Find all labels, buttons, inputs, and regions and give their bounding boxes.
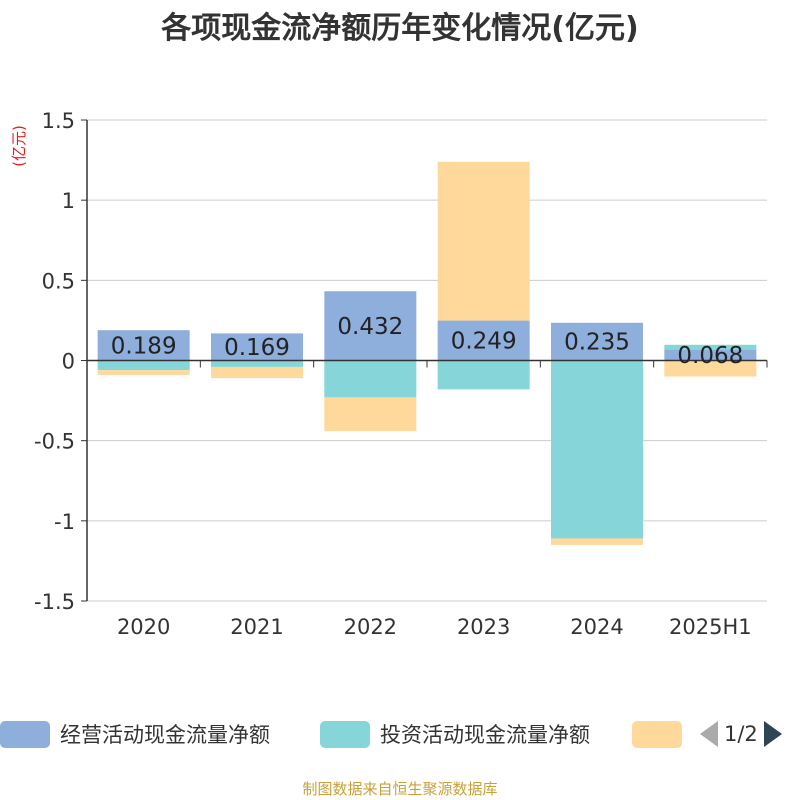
data-labels-layer: 0.189 0.169 0.432 0.249 0.235 0.068 <box>111 314 744 369</box>
legend-page-indicator: 1/2 <box>724 722 758 746</box>
bar-2023-s2 <box>437 161 530 321</box>
legend-label-investing: 投资活动现金流量净额 <box>380 723 590 747</box>
chart-title: 各项现金流净额历年变化情况(亿元) <box>160 11 638 46</box>
bar-2023-s1 <box>437 360 530 390</box>
x-tick-label: 2022 <box>344 615 397 639</box>
data-label: 0.249 <box>451 329 517 355</box>
data-label: 0.169 <box>224 335 290 361</box>
y-tick-label: 1.5 <box>42 109 75 133</box>
data-label: 0.235 <box>564 330 630 356</box>
x-tick-label: 2021 <box>230 615 283 639</box>
legend-swatch-investing <box>320 720 370 748</box>
x-tick-label: 2025H1 <box>669 615 752 639</box>
x-tick-label: 2023 <box>457 615 510 639</box>
bar-2021-s0 <box>211 333 303 361</box>
x-tick-label: 2024 <box>570 615 623 639</box>
legend-swatch-third <box>632 720 682 748</box>
y-tick-label: 0.5 <box>42 269 75 293</box>
legend-pager: 1/2 <box>700 714 782 754</box>
bar-2021-s2 <box>211 366 303 379</box>
bar-2022-s1 <box>324 360 417 398</box>
source-note: 制图数据来自恒生聚源数据库 <box>302 780 498 798</box>
bar-2025H1-s1 <box>664 344 757 350</box>
axes-layer: 1.5 1 0.5 0 -0.5 -1 -1.5 2020 2021 2022 2023 2024 20… <box>34 109 768 639</box>
data-label: 0.432 <box>337 314 403 340</box>
legend-item-investing[interactable]: 投资活动现金流量净额 <box>320 714 590 754</box>
y-tick-label: -1.5 <box>34 590 75 614</box>
bar-2022-s0 <box>324 291 417 361</box>
bar-2024-s2 <box>551 538 643 545</box>
bar-2025H1-s2 <box>664 360 757 377</box>
legend-item-operating[interactable]: 经营活动现金流量净额 <box>0 714 270 754</box>
legend-item-third[interactable] <box>632 714 682 754</box>
bar-2020-s2 <box>97 370 190 375</box>
legend-swatch-operating <box>0 720 50 748</box>
legend: 经营活动现金流量净额 投资活动现金流量净额 1/2 <box>0 714 800 754</box>
y-tick-label: -0.5 <box>34 430 75 454</box>
bar-2023-s0 <box>437 320 530 361</box>
legend-label-operating: 经营活动现金流量净额 <box>60 723 270 747</box>
y-unit-label: (亿元) <box>10 125 28 167</box>
bar-2021-s1 <box>211 360 303 367</box>
y-tick-label: -1 <box>54 510 75 534</box>
bar-2020-s0 <box>97 330 190 361</box>
bars-layer <box>97 161 757 545</box>
next-page-icon[interactable] <box>763 721 782 747</box>
prev-page-icon[interactable] <box>700 721 718 747</box>
y-tick-label: 1 <box>62 189 75 213</box>
bar-2025H1-s0 <box>664 349 757 361</box>
bar-2022-s2 <box>324 397 417 432</box>
y-tick-label: 0 <box>62 350 75 374</box>
data-label: 0.068 <box>677 343 743 369</box>
data-label: 0.189 <box>111 333 177 359</box>
bar-2024-s0 <box>551 322 643 361</box>
x-tick-label: 2020 <box>117 615 170 639</box>
bar-2020-s1 <box>97 360 190 371</box>
bar-2024-s1 <box>551 360 643 539</box>
